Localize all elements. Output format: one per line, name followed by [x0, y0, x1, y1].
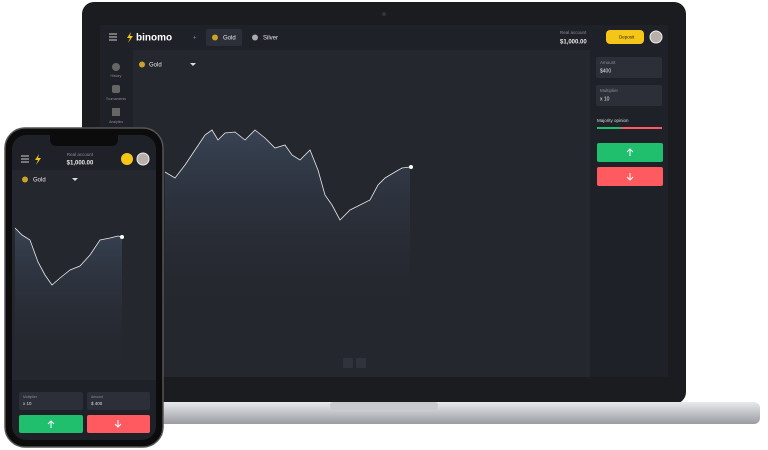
amount-input[interactable]: [87, 392, 150, 410]
down-arrow: [626, 173, 634, 181]
asset-select[interactable]: Gold: [33, 178, 46, 184]
account-label: Real account: [67, 152, 94, 157]
menu-icon[interactable]: [21, 155, 29, 163]
phone-notch: [50, 135, 118, 146]
dropdown-arrow[interactable]: [72, 178, 78, 181]
price-line: [164, 129, 411, 221]
balance[interactable]: $1,000.00: [560, 40, 587, 46]
tab[interactable]: Silver: [263, 36, 278, 42]
amount-label: Amount: [91, 395, 103, 399]
majority-up: [597, 127, 621, 129]
sidebar-icon[interactable]: [112, 108, 120, 116]
multiplier-label: Multiplier: [600, 88, 619, 93]
multiplier-input[interactable]: [19, 392, 83, 410]
avatar[interactable]: [649, 30, 663, 44]
multiplier-label: Multiplier: [23, 395, 38, 399]
multiplier-value[interactable]: x 10: [23, 401, 32, 406]
sidebar-icon[interactable]: [112, 63, 120, 71]
price-area: [15, 228, 122, 375]
up-arrow: [47, 420, 55, 428]
up-arrow: [626, 148, 634, 156]
balance[interactable]: $1,000.00: [67, 161, 94, 167]
price-point: [409, 165, 413, 169]
dropdown-arrow[interactable]: [190, 63, 196, 66]
majority-label: Majority opinion: [597, 118, 629, 123]
zoom-in[interactable]: [356, 358, 366, 368]
tab[interactable]: Gold: [223, 36, 236, 42]
account-label: Real account: [560, 30, 587, 35]
sidebar-icon[interactable]: [112, 85, 120, 93]
deposit-button[interactable]: [121, 153, 133, 165]
asset-icon: [22, 176, 28, 183]
majority-down: [621, 127, 662, 129]
amount-input[interactable]: [596, 57, 662, 78]
logo-icon: [35, 154, 41, 165]
down-arrow: [114, 420, 122, 428]
sidebar-label[interactable]: Tournaments: [106, 97, 126, 101]
trade-panel: Amount $400 Multiplier x 10 Majority opi…: [590, 50, 668, 377]
price-area: [165, 130, 410, 320]
amount-value[interactable]: $ 400: [91, 401, 103, 406]
menu-icon[interactable]: [109, 33, 117, 41]
sidebar-label[interactable]: History: [111, 74, 122, 78]
top-bar: binomo + Gold Silver Real account $1,000…: [109, 29, 663, 46]
price-line: [14, 227, 123, 286]
asset-select[interactable]: Gold: [149, 63, 162, 69]
tab-icon: [252, 34, 258, 41]
logo-icon: [127, 32, 133, 43]
asset-icon: [139, 61, 145, 68]
multiplier-value[interactable]: x 10: [600, 96, 610, 102]
zoom-out[interactable]: [343, 358, 353, 368]
add-tab[interactable]: +: [193, 36, 197, 42]
price-point: [120, 235, 124, 239]
amount-value[interactable]: $400: [600, 68, 611, 74]
laptop-notch: [330, 402, 438, 410]
multiplier-input[interactable]: [596, 85, 662, 106]
deposit-button[interactable]: [606, 30, 644, 44]
logo: binomo: [136, 33, 172, 44]
sidebar-label[interactable]: Analytics: [109, 120, 123, 124]
deposit-label[interactable]: Deposit: [619, 35, 635, 40]
camera: [382, 12, 386, 16]
tab-active[interactable]: [206, 29, 242, 46]
amount-label: Amount: [600, 60, 616, 65]
avatar[interactable]: [136, 152, 150, 166]
laptop-base: [20, 402, 760, 424]
tab-icon: [212, 34, 218, 41]
